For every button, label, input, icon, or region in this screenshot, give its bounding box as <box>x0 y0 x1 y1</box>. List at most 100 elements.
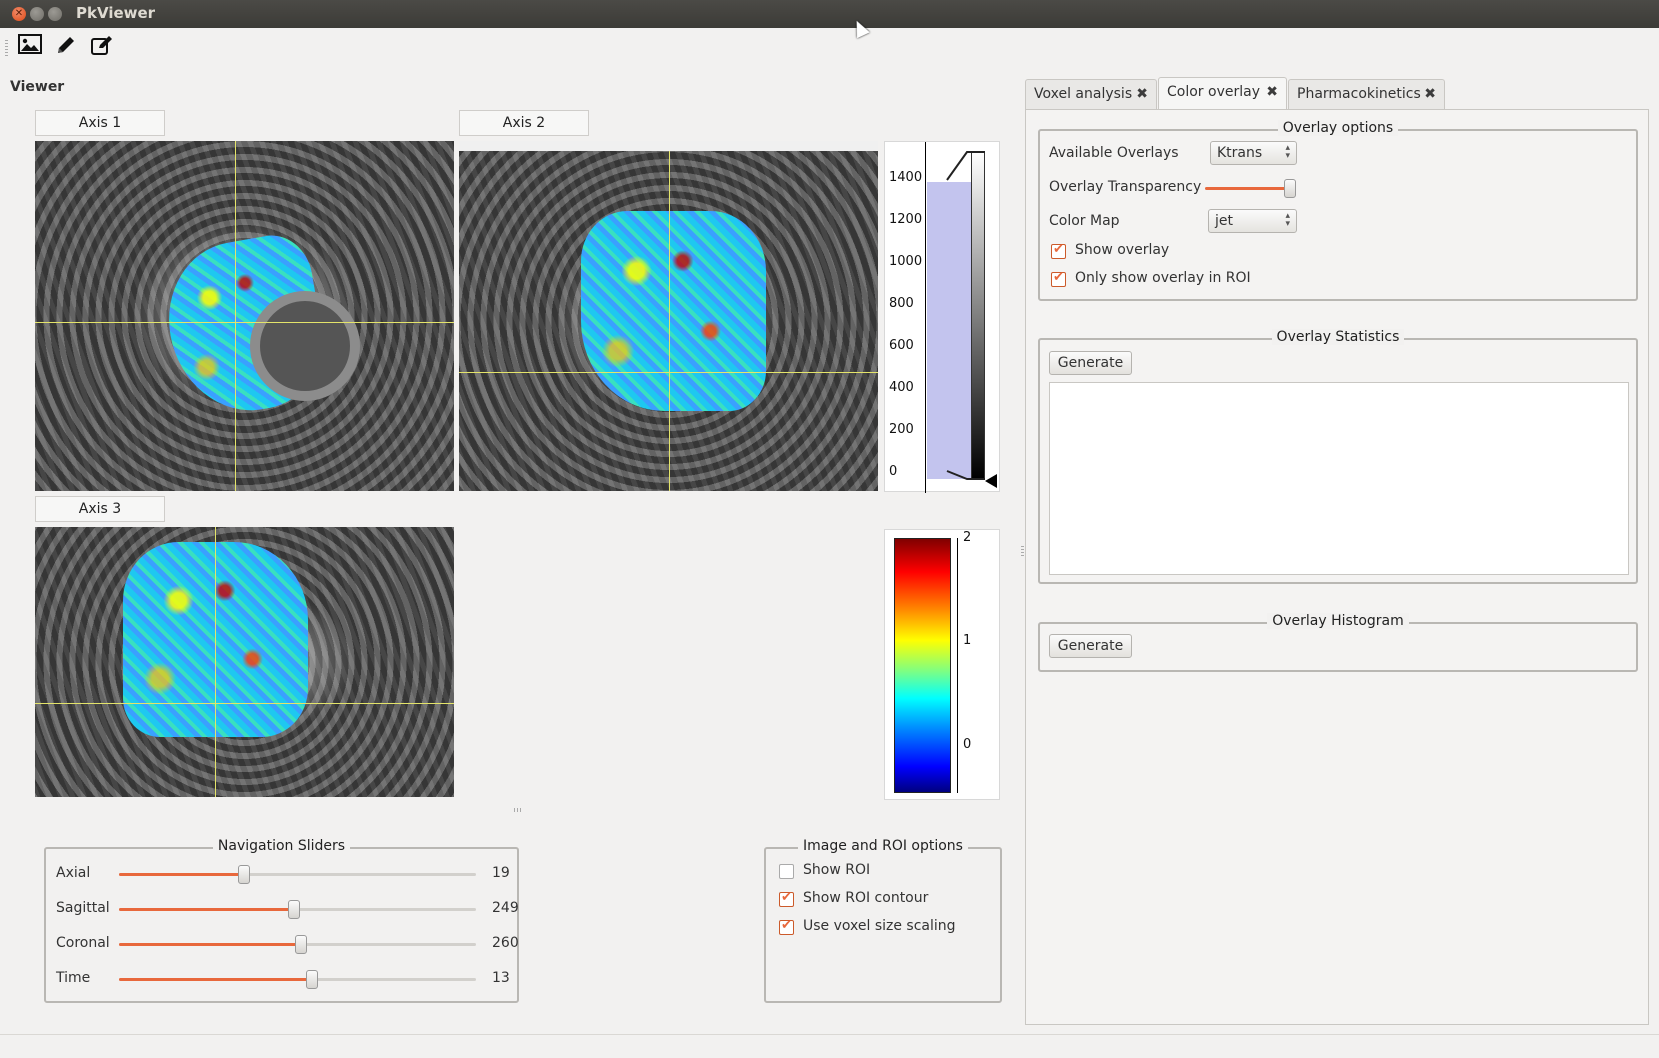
overlay-statistics-group: Overlay Statistics Generate <box>1038 329 1638 584</box>
color-map-value: jet <box>1215 213 1233 229</box>
histogram-tick: 0 <box>889 464 898 479</box>
axial-label: Axial <box>56 865 91 881</box>
axis-3-label: Axis 3 <box>35 496 165 522</box>
tab-label: Voxel analysis <box>1034 86 1133 102</box>
maximize-window-button[interactable] <box>48 7 62 21</box>
time-slider-row: Time 13 <box>56 968 516 990</box>
statistics-output-area[interactable] <box>1049 382 1629 575</box>
crosshair-vertical <box>215 527 216 797</box>
axis-1-image[interactable] <box>35 141 454 491</box>
sagittal-value: 249 <box>492 900 519 916</box>
spinner-arrows-icon: ▴ ▾ <box>1285 143 1290 161</box>
axial-slider-row: Axial 19 <box>56 863 516 885</box>
histogram-tick: 1400 <box>889 170 923 185</box>
statistics-generate-button[interactable]: Generate <box>1049 351 1132 375</box>
axis-2-image[interactable] <box>459 141 878 491</box>
histogram-panel[interactable]: 1400 1200 1000 800 600 400 200 0 <box>884 141 1001 493</box>
only-show-overlay-in-roi-label: Only show overlay in ROI <box>1075 270 1251 286</box>
image-icon[interactable] <box>15 34 45 62</box>
spinner-arrows-icon: ▴ ▾ <box>1285 211 1290 229</box>
axial-value: 19 <box>492 865 510 881</box>
overlay-options-title: Overlay options <box>1277 120 1399 136</box>
available-overlays-select[interactable]: Ktrans ▴ ▾ <box>1210 141 1297 165</box>
show-roi-contour-label: Show ROI contour <box>803 890 929 906</box>
histogram-fill <box>927 182 971 479</box>
vertical-splitter-handle[interactable] <box>1021 546 1024 556</box>
toolbar-grip[interactable] <box>5 40 8 56</box>
checkbox-box[interactable] <box>1051 270 1066 287</box>
close-window-button[interactable]: ✕ <box>12 7 26 21</box>
navigation-sliders-group: Navigation Sliders Axial 19 Sagittal 249… <box>44 838 519 1003</box>
tab-label: Pharmacokinetics <box>1297 86 1421 102</box>
image-roi-options-title: Image and ROI options <box>798 838 968 854</box>
coronal-slider[interactable] <box>119 935 476 954</box>
viewer-label: Viewer <box>10 79 65 95</box>
histogram-tick: 400 <box>889 380 914 395</box>
transfer-curve[interactable] <box>925 142 1001 493</box>
navigation-sliders-title: Navigation Sliders <box>212 838 351 854</box>
overlay-histogram-group: Overlay Histogram Generate <box>1038 613 1638 672</box>
histogram-tick: 1200 <box>889 212 923 227</box>
available-overlays-label: Available Overlays <box>1049 145 1179 161</box>
close-tab-icon[interactable]: ✖ <box>1266 84 1278 100</box>
pencil-icon[interactable] <box>51 34 81 62</box>
histogram-tick: 800 <box>889 296 914 311</box>
colorbar-axis <box>957 538 958 793</box>
show-roi-label: Show ROI <box>803 862 871 878</box>
checkbox-box[interactable] <box>779 918 794 935</box>
slider-handle[interactable] <box>1284 179 1296 198</box>
image-roi-options-group: Image and ROI options Show ROI Show ROI … <box>764 838 1002 1003</box>
overlay-options-group: Overlay options Available Overlays Ktran… <box>1038 120 1638 301</box>
histogram-generate-button[interactable]: Generate <box>1049 634 1132 658</box>
overlay-statistics-title: Overlay Statistics <box>1271 329 1405 345</box>
tab-label: Color overlay <box>1167 84 1260 100</box>
crosshair-vertical <box>235 141 236 491</box>
edit-icon[interactable] <box>87 34 117 62</box>
overlay-histogram-title: Overlay Histogram <box>1267 613 1409 629</box>
slider-handle[interactable] <box>287 900 300 919</box>
minimize-window-button[interactable] <box>30 7 44 21</box>
sagittal-slider[interactable] <box>119 900 476 919</box>
colorbar-tick: 0 <box>963 737 972 752</box>
color-map-select[interactable]: jet ▴ ▾ <box>1208 209 1297 233</box>
tab-color-overlay[interactable]: Color overlay ✖ <box>1158 77 1287 109</box>
level-pointer-icon[interactable] <box>985 474 997 488</box>
histogram-axis <box>925 142 926 493</box>
axis-3-image[interactable] <box>35 527 454 797</box>
slider-fill <box>119 908 294 911</box>
crosshair-horizontal <box>35 322 454 323</box>
close-tab-icon[interactable]: ✖ <box>1424 86 1436 102</box>
sagittal-label: Sagittal <box>56 900 110 916</box>
time-label: Time <box>56 970 91 986</box>
coronal-label: Coronal <box>56 935 110 951</box>
time-slider[interactable] <box>119 970 476 989</box>
tab-pharmacokinetics[interactable]: Pharmacokinetics ✖ <box>1288 79 1445 109</box>
colorbar-tick: 1 <box>963 633 972 648</box>
close-tab-icon[interactable]: ✖ <box>1136 86 1148 102</box>
available-overlays-value: Ktrans <box>1217 145 1263 161</box>
status-bar <box>0 1034 1659 1058</box>
tab-voxel-analysis[interactable]: Voxel analysis ✖ <box>1025 79 1157 109</box>
checkbox-box[interactable] <box>779 890 794 907</box>
slider-handle[interactable] <box>305 970 318 989</box>
slider-fill <box>119 943 302 946</box>
splitter-handle[interactable] <box>514 808 522 812</box>
slider-handle[interactable] <box>295 935 308 954</box>
slider-fill <box>119 873 244 876</box>
slider-handle[interactable] <box>237 865 250 884</box>
toolbar <box>0 28 1659 68</box>
axis-2-label: Axis 2 <box>459 110 589 136</box>
show-overlay-label: Show overlay <box>1075 242 1170 258</box>
checkbox-box[interactable] <box>1051 242 1066 259</box>
organ-lumen <box>250 291 360 401</box>
histogram-tick: 1000 <box>889 254 923 269</box>
checkbox-box[interactable] <box>779 864 794 879</box>
overlay-transparency-label: Overlay Transparency <box>1049 179 1202 195</box>
crosshair-horizontal <box>459 372 878 373</box>
sagittal-slider-row: Sagittal 249 <box>56 898 519 920</box>
axis-1-label: Axis 1 <box>35 110 165 136</box>
histogram-tick: 200 <box>889 422 914 437</box>
crosshair-vertical <box>669 151 670 491</box>
overlay-transparency-slider[interactable] <box>1205 179 1296 198</box>
axial-slider[interactable] <box>119 865 476 884</box>
